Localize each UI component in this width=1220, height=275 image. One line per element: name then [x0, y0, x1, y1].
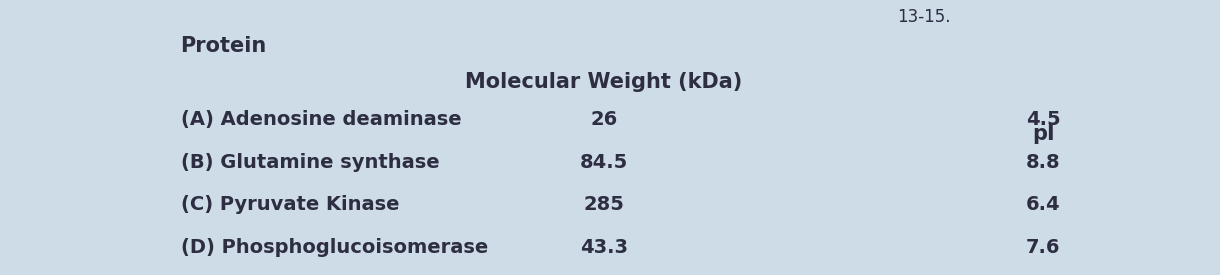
Text: pI: pI — [1032, 124, 1054, 144]
Text: 7.6: 7.6 — [1026, 238, 1060, 257]
Text: 6.4: 6.4 — [1026, 195, 1060, 214]
Text: (B) Glutamine synthase: (B) Glutamine synthase — [181, 153, 439, 172]
Text: (D) Phosphoglucoisomerase: (D) Phosphoglucoisomerase — [181, 238, 488, 257]
Text: 84.5: 84.5 — [580, 153, 628, 172]
Text: 43.3: 43.3 — [580, 238, 628, 257]
Text: 285: 285 — [583, 195, 625, 214]
Text: Molecular Weight (kDa): Molecular Weight (kDa) — [465, 72, 743, 92]
Text: 26: 26 — [590, 110, 617, 129]
Text: Protein: Protein — [181, 36, 267, 56]
Text: 8.8: 8.8 — [1026, 153, 1060, 172]
Text: 13-15.: 13-15. — [897, 8, 950, 26]
Text: (C) Pyruvate Kinase: (C) Pyruvate Kinase — [181, 195, 399, 214]
Text: (A) Adenosine deaminase: (A) Adenosine deaminase — [181, 110, 461, 129]
Text: 4.5: 4.5 — [1026, 110, 1060, 129]
